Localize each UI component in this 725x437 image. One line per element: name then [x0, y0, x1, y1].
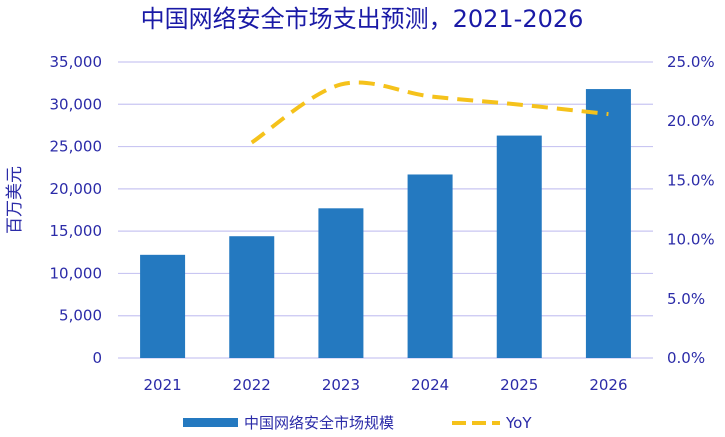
- y-tick-label: 5,000: [59, 307, 102, 325]
- y-tick-label: 10,000: [50, 264, 103, 282]
- x-tick-label: 2022: [233, 376, 271, 394]
- x-tick-label: 2024: [411, 376, 449, 394]
- legend-swatch-bar: [183, 418, 238, 427]
- x-tick-label: 2025: [500, 376, 538, 394]
- chart-title: 中国网络安全市场支出预测，2021-2026: [141, 5, 584, 33]
- legend: 中国网络安全市场规模 YoY: [183, 414, 532, 432]
- left-axis-ticks: 0 5,000 10,000 15,000 20,000 25,000 30,000 35,0…: [50, 53, 103, 367]
- x-tick-label: 2026: [589, 376, 627, 394]
- legend-label-bar: 中国网络安全市场规模: [244, 414, 394, 432]
- bar: [229, 236, 275, 358]
- bar: [496, 135, 542, 358]
- yoy-line: [250, 80, 609, 145]
- y-axis-label: 百万美元: [5, 166, 25, 234]
- y2-tick-label: 5.0%: [667, 290, 705, 308]
- y2-tick-label: 25.0%: [667, 53, 715, 71]
- y-tick-label: 0: [92, 349, 102, 367]
- legend-label-line: YoY: [505, 414, 532, 432]
- bar: [140, 254, 186, 358]
- y2-tick-label: 0.0%: [667, 349, 705, 367]
- bar-series: [140, 89, 631, 358]
- bar: [585, 89, 631, 358]
- x-tick-label: 2021: [143, 376, 181, 394]
- yoy-line-series: [250, 80, 609, 145]
- y2-tick-label: 20.0%: [667, 112, 715, 130]
- y2-tick-label: 10.0%: [667, 231, 715, 249]
- grid-lines: [118, 61, 653, 359]
- right-axis-ticks: 0.0% 5.0% 10.0% 15.0% 20.0% 25.0%: [667, 53, 715, 367]
- y-tick-label: 35,000: [50, 53, 103, 71]
- y-tick-label: 25,000: [50, 138, 103, 156]
- x-axis-ticks: 2021 2022 2023 2024 2025 2026: [143, 376, 627, 394]
- y2-tick-label: 15.0%: [667, 171, 715, 189]
- y-tick-label: 15,000: [50, 222, 103, 240]
- y-tick-label: 20,000: [50, 180, 103, 198]
- bar: [407, 174, 453, 358]
- bar: [318, 208, 364, 358]
- y-tick-label: 30,000: [50, 95, 103, 113]
- x-tick-label: 2023: [322, 376, 360, 394]
